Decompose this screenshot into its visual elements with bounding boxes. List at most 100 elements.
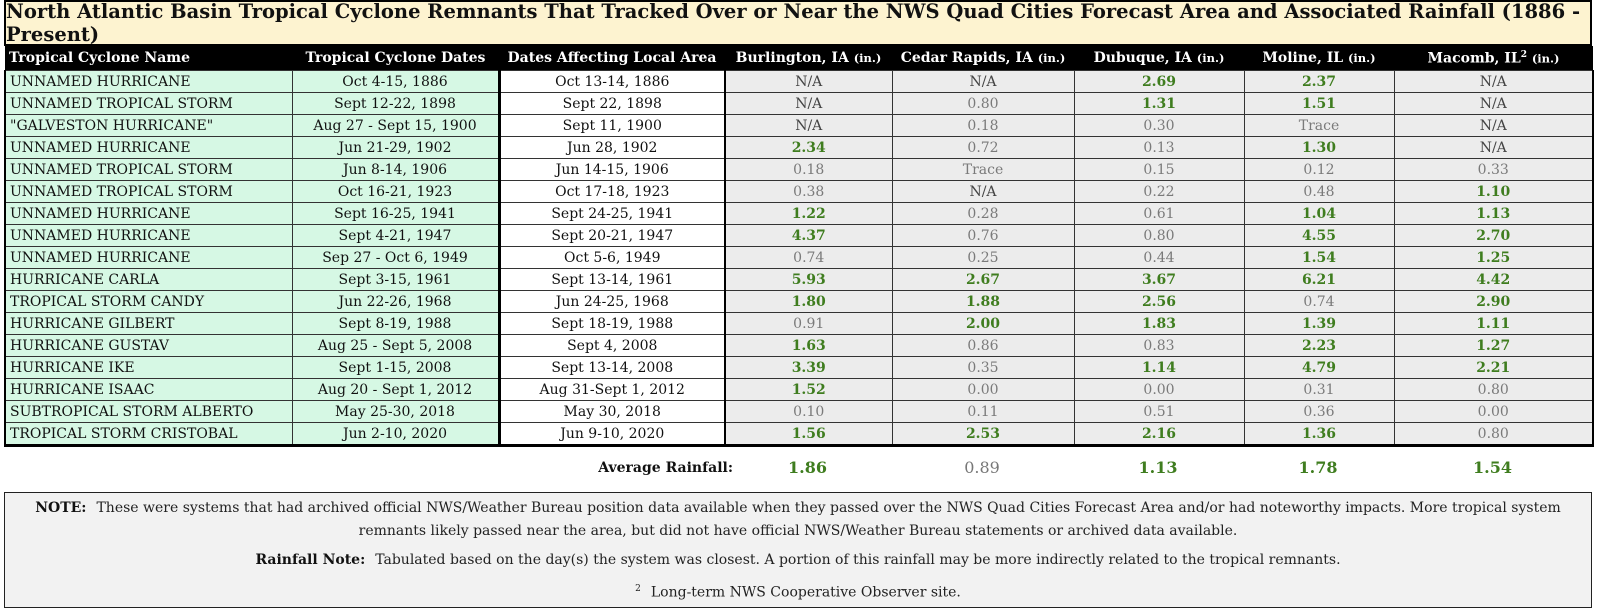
rainfall-burlington-cell: N/A xyxy=(724,114,893,137)
cyclone-name-cell: HURRICANE GUSTAV xyxy=(4,334,293,357)
rainfall-moline-cell: 6.21 xyxy=(1243,268,1395,291)
rainfall-moline-cell: 4.79 xyxy=(1243,356,1395,379)
rainfall-macomb-cell: N/A xyxy=(1393,92,1594,115)
rainfall-moline-cell: 1.39 xyxy=(1243,312,1395,335)
rainfall-dubuque-cell: 2.16 xyxy=(1073,422,1245,447)
local-dates-cell: Oct 17-18, 1923 xyxy=(497,180,726,203)
rainfall-burlington-cell: 5.93 xyxy=(724,268,893,291)
rainfall-burlington-cell: 0.38 xyxy=(724,180,893,203)
rainfall-burlington-cell: 1.52 xyxy=(724,378,893,401)
average-label: Average Rainfall: xyxy=(598,460,733,476)
table-row: HURRICANE CARLA Sept 3-15, 1961 Sept 13-14… xyxy=(4,268,1594,291)
table-row: HURRICANE ISAAC Aug 20 - Sept 1, 2012 Aug … xyxy=(4,378,1594,401)
rainfall-dubuque-cell: 0.13 xyxy=(1073,136,1245,159)
rainfall-dubuque-cell: 0.22 xyxy=(1073,180,1245,203)
cyclone-dates-cell: Sept 1-15, 2008 xyxy=(291,356,500,379)
rainfall-cedar-rapids-cell: 0.86 xyxy=(891,334,1075,357)
average-burlington: 1.86 xyxy=(788,458,827,477)
cyclone-name-cell: UNNAMED HURRICANE xyxy=(4,136,293,159)
rainfall-cedar-rapids-cell: 2.53 xyxy=(891,422,1075,447)
rainfall-macomb-cell: 0.80 xyxy=(1393,422,1594,447)
rainfall-moline-cell: 2.37 xyxy=(1243,70,1395,93)
header-macomb: Macomb, IL2 (in.) xyxy=(1394,46,1593,71)
rainfall-cedar-rapids-cell: 1.88 xyxy=(891,290,1075,313)
rainfall-burlington-cell: 1.22 xyxy=(724,202,893,225)
rainfall-burlington-cell: 1.56 xyxy=(724,422,893,447)
rainfall-dubuque-cell: 1.14 xyxy=(1073,356,1245,379)
rainfall-dubuque-cell: 2.56 xyxy=(1073,290,1245,313)
table-row: UNNAMED HURRICANE Jun 21-29, 1902 Jun 28, … xyxy=(4,136,1594,159)
cyclone-name-cell: UNNAMED HURRICANE xyxy=(4,224,293,247)
local-dates-cell: Sept 13-14, 2008 xyxy=(497,356,726,379)
rainfall-dubuque-cell: 0.15 xyxy=(1073,158,1245,181)
cyclone-dates-cell: Oct 4-15, 1886 xyxy=(291,70,500,93)
rainfall-cedar-rapids-cell: 0.25 xyxy=(891,246,1075,269)
rainfall-dubuque-cell: 0.44 xyxy=(1073,246,1245,269)
rainfall-cedar-rapids-cell: Trace xyxy=(891,158,1075,181)
rainfall-burlington-cell: 3.39 xyxy=(724,356,893,379)
rainfall-moline-cell: 0.74 xyxy=(1243,290,1395,313)
rainfall-cedar-rapids-cell: 2.67 xyxy=(891,268,1075,291)
rainfall-burlington-cell: 0.74 xyxy=(724,246,893,269)
header-name: Tropical Cyclone Name xyxy=(5,46,292,71)
local-dates-cell: May 30, 2018 xyxy=(497,400,726,423)
rainfall-burlington-cell: N/A xyxy=(724,70,893,93)
cyclone-dates-cell: Sept 8-19, 1988 xyxy=(291,312,500,335)
local-dates-cell: Sept 24-25, 1941 xyxy=(497,202,726,225)
rainfall-dubuque-cell: 2.69 xyxy=(1073,70,1245,93)
rainfall-macomb-cell: 1.10 xyxy=(1393,180,1594,203)
header-local-dates: Dates Affecting Local Area xyxy=(499,46,725,71)
cyclone-dates-cell: Jun 2-10, 2020 xyxy=(291,422,500,447)
table-row: UNNAMED TROPICAL STORM Jun 8-14, 1906 Jun … xyxy=(4,158,1594,181)
rainfall-macomb-cell: 1.13 xyxy=(1393,202,1594,225)
local-dates-cell: Sept 13-14, 1961 xyxy=(497,268,726,291)
local-dates-cell: Sept 22, 1898 xyxy=(497,92,726,115)
rainfall-burlington-cell: 2.34 xyxy=(724,136,893,159)
local-dates-cell: Sept 18-19, 1988 xyxy=(497,312,726,335)
rainfall-dubuque-cell: 3.67 xyxy=(1073,268,1245,291)
cyclone-dates-cell: Sept 3-15, 1961 xyxy=(291,268,500,291)
rainfall-burlington-cell: N/A xyxy=(724,92,893,115)
rainfall-burlington-cell: 1.63 xyxy=(724,334,893,357)
cyclone-dates-cell: Jun 22-26, 1968 xyxy=(291,290,500,313)
rainfall-macomb-cell: 0.80 xyxy=(1393,378,1594,401)
cyclone-name-cell: "GALVESTON HURRICANE" xyxy=(4,114,293,137)
rainfall-burlington-cell: 0.91 xyxy=(724,312,893,335)
cyclone-dates-cell: Aug 20 - Sept 1, 2012 xyxy=(291,378,500,401)
header-row: Tropical Cyclone Name Tropical Cyclone D… xyxy=(5,46,1593,71)
page-title: North Atlantic Basin Tropical Cyclone Re… xyxy=(6,0,1581,46)
header-dubuque: Dubuque, IA (in.) xyxy=(1074,46,1244,71)
rainfall-moline-cell: 1.54 xyxy=(1243,246,1395,269)
average-moline: 1.78 xyxy=(1298,458,1338,477)
rainfall-dubuque-cell: 1.83 xyxy=(1073,312,1245,335)
header-burlington: Burlington, IA (in.) xyxy=(725,46,892,71)
local-dates-cell: Oct 5-6, 1949 xyxy=(497,246,726,269)
rainfall-macomb-cell: 0.00 xyxy=(1393,400,1594,423)
rainfall-moline-cell: 1.51 xyxy=(1243,92,1395,115)
note-paragraph: NOTE: These were systems that had archive… xyxy=(5,497,1591,543)
rainfall-note-label: Rainfall Note: xyxy=(255,552,366,568)
cyclone-name-cell: UNNAMED HURRICANE xyxy=(4,246,293,269)
rainfall-macomb-cell: 1.11 xyxy=(1393,312,1594,335)
average-row: Average Rainfall: 1.86 0.89 1.13 1.78 1.… xyxy=(4,456,1592,482)
rainfall-cedar-rapids-cell: 0.11 xyxy=(891,400,1075,423)
rainfall-table: Tropical Cyclone Name Tropical Cyclone D… xyxy=(4,46,1594,447)
rainfall-burlington-cell: 4.37 xyxy=(724,224,893,247)
rainfall-macomb-cell: 2.21 xyxy=(1393,356,1594,379)
notes-box: NOTE: These were systems that had archive… xyxy=(4,492,1592,608)
footnote-text: Long-term NWS Cooperative Observer site. xyxy=(650,584,961,601)
rainfall-macomb-cell: 1.27 xyxy=(1393,334,1594,357)
average-dubuque: 1.13 xyxy=(1138,458,1178,477)
local-dates-cell: Sept 11, 1900 xyxy=(497,114,726,137)
cyclone-dates-cell: Sept 4-21, 1947 xyxy=(291,224,500,247)
footnote-paragraph: 2 Long-term NWS Cooperative Observer site… xyxy=(5,578,1591,605)
note-text: These were systems that had archived off… xyxy=(96,500,1561,539)
cyclone-dates-cell: Aug 27 - Sept 15, 1900 xyxy=(291,114,500,137)
rainfall-cedar-rapids-cell: 2.00 xyxy=(891,312,1075,335)
cyclone-dates-cell: Jun 8-14, 1906 xyxy=(291,158,500,181)
local-dates-cell: Jun 28, 1902 xyxy=(497,136,726,159)
rainfall-dubuque-cell: 0.51 xyxy=(1073,400,1245,423)
rainfall-macomb-cell: 0.33 xyxy=(1393,158,1594,181)
table-row: UNNAMED TROPICAL STORM Oct 16-21, 1923 Oct… xyxy=(4,180,1594,203)
rainfall-dubuque-cell: 0.61 xyxy=(1073,202,1245,225)
